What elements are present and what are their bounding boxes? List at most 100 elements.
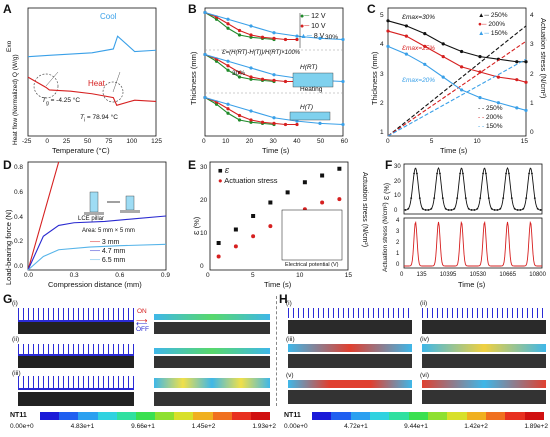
c-thick-2-point-4: [460, 88, 464, 92]
g-on-label: ON: [137, 308, 147, 315]
g-colorbar: [40, 412, 271, 420]
a-heat-line: [27, 76, 157, 106]
legend-e-stress: ● Actuation stress: [218, 176, 278, 185]
h-row-i: (i): [286, 300, 292, 307]
b-s1-band0-point-7: [283, 37, 288, 42]
f-strain-point-1-7: [447, 209, 450, 211]
f-strain-point-1-6: [444, 207, 447, 210]
panel-b-xlabel: Time (s): [262, 146, 290, 155]
panel-a-xticks: -25 0 25 50 75 100 125: [22, 138, 162, 145]
c-thick-1-point-8: [524, 80, 528, 84]
b-s2-band1-point-3: [272, 73, 276, 77]
b-s1-band1-point-3: [237, 70, 242, 75]
b-s1-band0-point-2: [226, 22, 230, 26]
g-off-arrow-icon: ⟵: [136, 319, 148, 328]
f-strain-point-3-5: [487, 197, 490, 200]
f-strain-point-5-0: [519, 209, 522, 211]
b-s1-band2-point-3: [237, 113, 242, 118]
h-nt11-label: NT11: [284, 412, 301, 419]
e-strain-point-4: [285, 190, 290, 195]
panel-d-xlabel: Compression distance (mm): [48, 280, 142, 289]
g-sim-2b: [154, 348, 270, 354]
c-thick-1-point-7: [515, 78, 519, 82]
b-s1-band1-point-4: [249, 75, 253, 79]
f-strain-point-1-3: [436, 172, 438, 175]
g-sim-1b: [154, 314, 270, 320]
c-thick-0-point-1: [404, 24, 408, 28]
panel-label-g: G: [3, 292, 13, 306]
e-strain-point-7: [337, 166, 342, 171]
panel-a-cool-label: Cool: [100, 12, 117, 21]
panel-h-divider: [276, 296, 277, 406]
e-stress-point-7: [337, 197, 342, 202]
h-row-iv: (iv): [420, 336, 430, 343]
panel-d-xticks: 0.0 0.3 0.6 0.9: [24, 272, 170, 279]
g-row-iii: (iii): [12, 370, 21, 377]
panel-h-sims: (i) (ii) (iii) (iv) (v) (vi): [286, 300, 548, 408]
b-s2-band2-point-3: [272, 116, 276, 120]
b-s2-band2-point-4: [295, 119, 299, 123]
f-strain-point-2-6: [467, 207, 470, 210]
panel-d-legend: ── 3 mm ── 4.7 mm ── 6.5 mm: [90, 238, 125, 265]
panel-b-legend: ●─ 12 V ●─ 10 V ▲─ 8 V: [300, 12, 326, 42]
f-strain-point-5-7: [539, 209, 542, 211]
h-photo-2: [422, 320, 546, 334]
b-s2-band2-point-1: [226, 102, 230, 106]
f-strain-point-4-7: [516, 209, 519, 211]
b-s0-band2-point-1: [214, 102, 219, 106]
c-thick-1-point-1: [404, 34, 408, 38]
f-strain-point-4-2: [502, 197, 505, 200]
panel-d-yticks: 0.0 0.2 0.4 0.6 0.8: [14, 164, 24, 270]
legend-12v: ●─ 12 V: [300, 13, 326, 20]
f-strain-point-4-6: [513, 207, 516, 210]
panel-label-b: B: [188, 2, 197, 16]
f-strain-point-4-5: [510, 197, 513, 200]
c-thick-0-point-2: [423, 32, 427, 36]
b-s0-band2-point-3: [237, 118, 242, 122]
panel-e-inset-x: Electrical potential (V): [285, 262, 339, 268]
panel-a-tg: Tg = -4.25 °C: [42, 97, 81, 107]
f-strain-point-1-2: [433, 197, 436, 200]
b-s2-band2-point-2: [249, 109, 253, 113]
h-colorbar: [312, 412, 544, 420]
panel-f-xticks: 0 135 10395 10530 10665 10800: [400, 272, 546, 278]
f-strain-point-5-5: [533, 197, 536, 200]
b-s0-band1-point-1: [214, 59, 219, 63]
g-sim-3b: [154, 378, 270, 388]
c-thick-2-point-3: [441, 75, 445, 79]
panel-c-ylabel2: Actuation stress (N/cm²): [539, 18, 548, 99]
b-s1-band1-point-5: [260, 77, 265, 81]
g-sim-2a: [18, 344, 134, 356]
panel-b-xticks: 0 10 20 30 40 50 60: [202, 138, 348, 145]
c-thick-1-line: [387, 30, 527, 83]
h-sim-5: [288, 380, 412, 388]
f-strain-point-0-7: [424, 209, 427, 211]
b-s1-band0-point-4: [249, 33, 253, 37]
panel-a-exo-label: Exo: [6, 40, 13, 52]
h-photo-3: [288, 354, 412, 368]
b-s0-band0-point-1: [214, 17, 219, 21]
c-thick-2-point-2: [423, 62, 427, 66]
f-strain-point-3-7: [493, 209, 496, 211]
g-sim-3a: [18, 376, 134, 390]
f-strain-point-5-6: [536, 207, 539, 210]
legend-d-47mm: ── 4.7 mm: [90, 248, 126, 255]
h-row-vi: (vi): [420, 372, 430, 379]
d-s1-line: [27, 215, 167, 271]
legend-c2-250: - - 250%: [478, 105, 503, 112]
b-s2-band1-point-2: [249, 66, 253, 70]
panel-b-formula: Ɛ=(H(RT)-H(T))/H(RT)×100%: [222, 50, 301, 56]
f-strain-point-2-3: [459, 172, 461, 175]
f-strain-point-0-6: [421, 207, 424, 210]
b-s0-band0-point-2: [226, 26, 230, 30]
c-thick-1-point-2: [423, 44, 427, 49]
f-strain-point-3-6: [490, 207, 493, 210]
panel-c-xlabel: Time (s): [440, 146, 468, 155]
panel-b-pct-mid: 30%: [232, 70, 246, 77]
f-strain-point-4-0: [496, 209, 499, 211]
g-nt11-label: NT11: [10, 412, 27, 419]
c-thick-1-point-6: [496, 75, 500, 79]
c-thick-1-point-3: [441, 55, 445, 59]
e-strain-point-3: [268, 200, 273, 205]
